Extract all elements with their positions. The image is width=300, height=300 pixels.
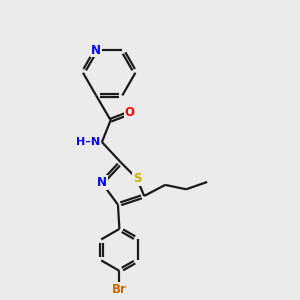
Text: O: O: [124, 106, 135, 119]
Text: Br: Br: [112, 283, 127, 296]
Text: N: N: [97, 176, 107, 189]
Text: S: S: [133, 172, 141, 185]
Text: H–N: H–N: [76, 137, 100, 147]
Text: N: N: [91, 44, 101, 56]
